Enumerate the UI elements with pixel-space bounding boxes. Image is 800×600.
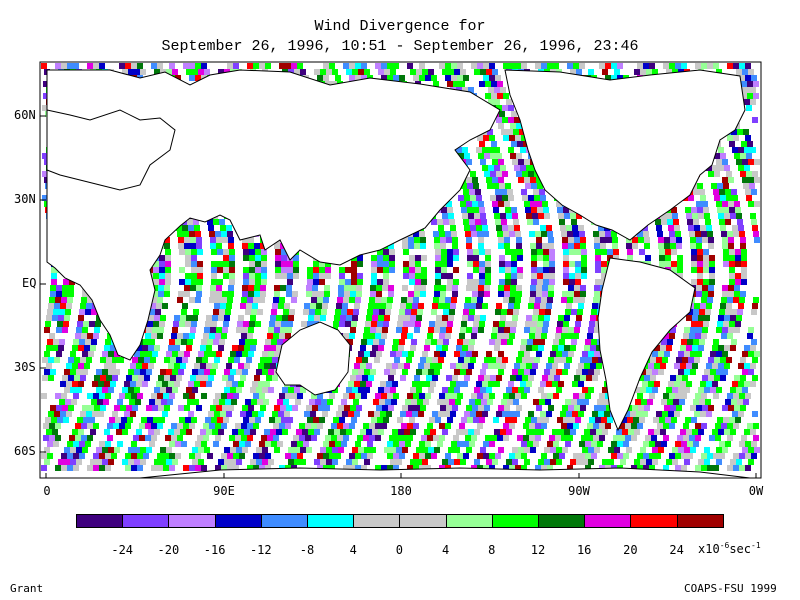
lon-label-0w: 0W	[748, 484, 764, 498]
legend-swatch	[353, 514, 401, 528]
legend-swatch	[260, 514, 308, 528]
legend-label: -20	[157, 543, 180, 557]
lat-label-eq: EQ	[22, 276, 37, 290]
legend-swatch	[214, 514, 262, 528]
chart-title-line2: September 26, 1996, 10:51 - September 26…	[161, 38, 639, 55]
legend-label: 4	[441, 543, 450, 557]
lon-label-90e: 90E	[213, 484, 235, 498]
legend-label: 24	[669, 543, 684, 557]
legend-label: 0	[395, 543, 404, 557]
legend-swatch	[168, 514, 216, 528]
legend-label: -16	[203, 543, 226, 557]
legend-swatch	[676, 514, 724, 528]
legend-label: 20	[623, 543, 638, 557]
legend-swatch	[399, 514, 447, 528]
axis-ticks	[40, 115, 757, 478]
legend-swatch	[76, 514, 124, 528]
landmass-north-america	[504, 69, 746, 241]
legend-label: 12	[530, 543, 546, 557]
legend-unit: x10-6sec-1	[698, 541, 761, 556]
legend-swatch	[307, 514, 355, 528]
continents	[46, 69, 751, 479]
landmass-north-atlantic-europe	[46, 109, 176, 191]
lon-label-180: 180	[390, 484, 412, 498]
legend-swatch	[538, 514, 586, 528]
legend-swatch	[445, 514, 493, 528]
lat-label-30n: 30N	[14, 192, 36, 206]
lat-label-60s: 60S	[14, 444, 36, 458]
legend-label: 8	[488, 543, 496, 557]
lon-label-0: 0	[43, 484, 51, 498]
legend-label: 16	[576, 543, 592, 557]
legend-label: -12	[249, 543, 272, 557]
legend-label: -24	[111, 543, 134, 557]
lon-label-90w: 90W	[568, 484, 590, 498]
legend-swatch	[122, 514, 170, 528]
lat-label-60n: 60N	[14, 108, 36, 122]
landmass-south-america	[597, 257, 696, 432]
landmass-antarctica	[139, 467, 751, 479]
lat-label-30s: 30S	[14, 360, 36, 374]
legend-swatch	[584, 514, 632, 528]
landmass-australia	[275, 321, 351, 396]
legend-label: 4	[349, 543, 357, 557]
footer-credit: COAPS-FSU 1999	[684, 582, 777, 595]
chart-title-line1: Wind Divergence for	[314, 18, 486, 35]
footer-author: Grant	[10, 582, 44, 595]
legend-swatch	[491, 514, 539, 528]
legend-label: -8	[299, 543, 315, 557]
legend-swatch	[630, 514, 678, 528]
